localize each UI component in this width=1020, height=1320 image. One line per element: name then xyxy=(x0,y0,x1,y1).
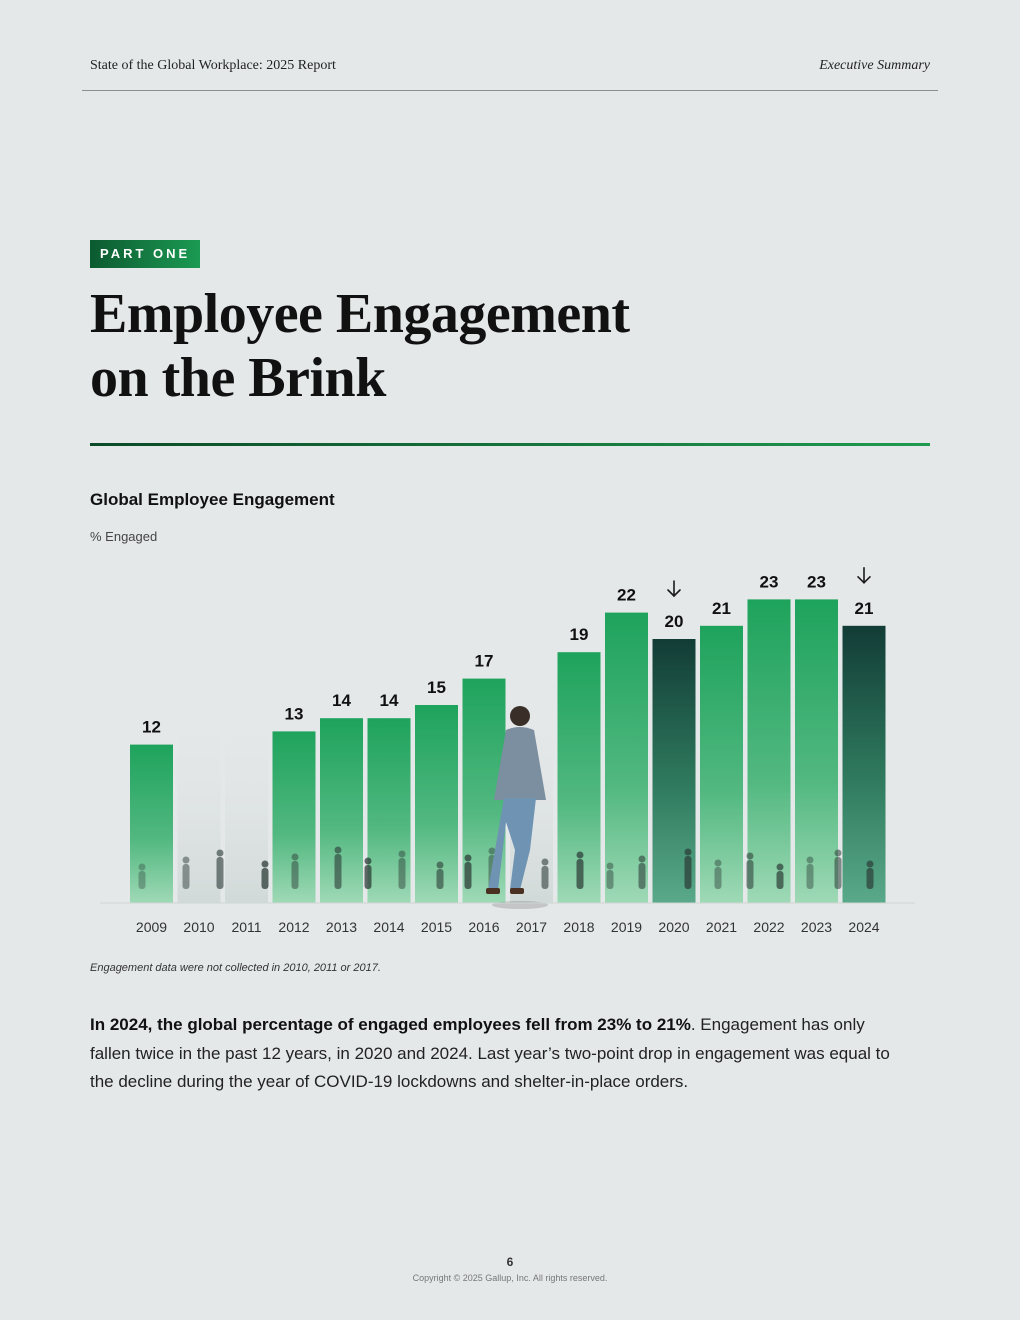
value-label-2013: 14 xyxy=(332,691,351,710)
bar-2012 xyxy=(272,731,316,903)
bar-2021 xyxy=(700,625,743,903)
value-label-2023: 23 xyxy=(807,572,826,591)
value-label-2015: 15 xyxy=(427,678,446,697)
x-tick-2017: 2017 xyxy=(516,919,547,935)
title-divider xyxy=(90,443,930,446)
chart-y-label: % Engaged xyxy=(90,529,158,544)
x-tick-2016: 2016 xyxy=(468,919,499,935)
body-lead: In 2024, the global percentage of engage… xyxy=(90,1015,691,1034)
person-silhouette xyxy=(464,854,472,889)
bar-2023 xyxy=(795,599,838,903)
part-badge: PART ONE xyxy=(90,240,201,268)
value-label-2016: 17 xyxy=(475,652,494,671)
value-label-2021: 21 xyxy=(712,599,731,618)
bar-2019 xyxy=(605,612,648,903)
x-tick-labels-group: 2009 2010 2011 2012 2013 2014 2015 2016 2017 2018… xyxy=(136,919,880,935)
person-silhouette xyxy=(364,857,372,889)
x-tick-2023: 2023 xyxy=(801,919,832,935)
x-tick-2014: 2014 xyxy=(373,919,404,935)
page-title-line-1: Employee Engagement xyxy=(90,283,630,345)
person-silhouette xyxy=(638,855,646,889)
person-silhouette xyxy=(606,862,614,889)
x-tick-2010: 2010 xyxy=(183,919,214,935)
value-label-2014: 14 xyxy=(380,691,399,710)
person-silhouette xyxy=(776,863,784,889)
person-silhouette xyxy=(261,860,269,889)
bar-2015 xyxy=(415,705,458,903)
missing-band-2010 xyxy=(177,693,221,903)
header-divider xyxy=(82,90,938,91)
value-label-2009: 12 xyxy=(142,718,161,737)
decline-arrow-icon-2024 xyxy=(857,567,871,584)
crowd-silhouettes xyxy=(138,706,874,909)
value-label-2024: 21 xyxy=(855,599,874,618)
x-tick-2022: 2022 xyxy=(753,919,784,935)
value-label-2022: 23 xyxy=(760,572,779,591)
person-silhouette xyxy=(138,863,146,889)
missing-band-2011 xyxy=(225,693,268,903)
body-paragraph: In 2024, the global percentage of engage… xyxy=(90,1011,900,1097)
decline-arrow-icon-2020 xyxy=(667,580,681,598)
chart-title: Global Employee Engagement xyxy=(90,490,335,509)
page-number: 6 xyxy=(506,1255,514,1269)
x-tick-2024: 2024 xyxy=(848,919,879,935)
body-rest: . Engagement has only fallen twice in th… xyxy=(90,1015,890,1091)
walking-person-image xyxy=(486,706,548,909)
x-tick-2009: 2009 xyxy=(136,919,167,935)
person-silhouette xyxy=(576,851,584,889)
person-silhouette xyxy=(291,853,299,889)
x-tick-2019: 2019 xyxy=(611,919,642,935)
page-title: Employee Engagement on the Brink xyxy=(90,282,790,410)
x-tick-2013: 2013 xyxy=(326,919,357,935)
person-silhouette xyxy=(834,849,842,889)
bars-group xyxy=(130,599,886,903)
value-label-2012: 13 xyxy=(285,704,304,723)
person-silhouette xyxy=(866,860,874,889)
person-silhouette xyxy=(398,850,406,889)
bar-2014 xyxy=(367,718,411,903)
person-silhouette xyxy=(806,856,814,889)
value-labels-group: 12 13 14 14 15 17 19 22 20 21 23 23 21 xyxy=(142,567,874,737)
value-label-2018: 19 xyxy=(570,625,589,644)
bar-2022 xyxy=(747,599,791,903)
x-tick-2015: 2015 xyxy=(421,919,452,935)
person-silhouette xyxy=(684,848,692,889)
person-silhouette xyxy=(334,846,342,889)
x-tick-2021: 2021 xyxy=(706,919,737,935)
copyright: Copyright © 2025 Gallup, Inc. All rights… xyxy=(412,1273,608,1283)
x-tick-2018: 2018 xyxy=(563,919,594,935)
page-title-line-2: on the Brink xyxy=(90,347,386,409)
x-tick-2020: 2020 xyxy=(658,919,689,935)
section-name: Executive Summary xyxy=(819,58,930,73)
person-silhouette xyxy=(714,859,722,889)
person-silhouette xyxy=(541,858,549,889)
person-silhouette xyxy=(436,861,444,889)
person-silhouette xyxy=(216,849,224,889)
person-silhouette xyxy=(746,852,754,889)
x-tick-2011: 2011 xyxy=(231,919,261,935)
bar-2009 xyxy=(130,744,173,903)
chart-footnote: Engagement data were not collected in 20… xyxy=(90,962,381,974)
value-label-2020: 20 xyxy=(665,612,684,631)
report-title: State of the Global Workplace: 2025 Repo… xyxy=(90,58,336,73)
person-silhouette xyxy=(182,856,190,889)
x-tick-2012: 2012 xyxy=(278,919,309,935)
bar-2024 xyxy=(842,625,886,903)
value-label-2019: 22 xyxy=(617,586,636,605)
